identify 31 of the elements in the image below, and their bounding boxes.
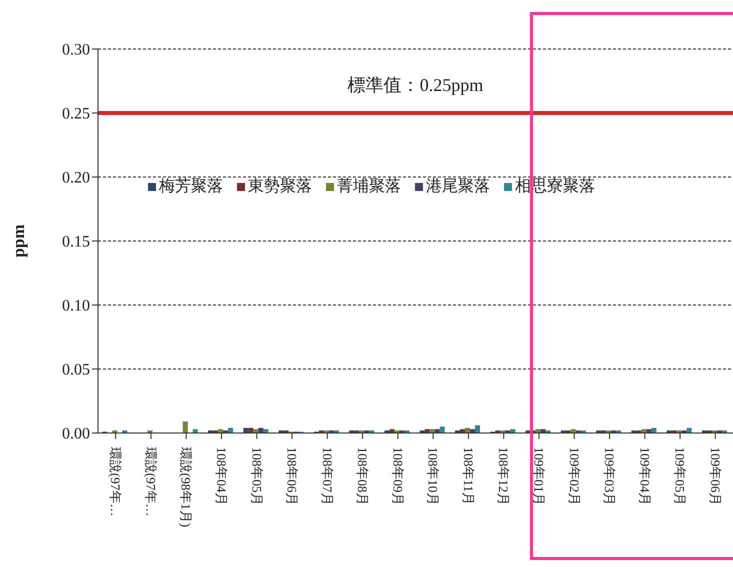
x-tick-label: 108年10月 <box>426 447 441 506</box>
x-tick-label: 108年04月 <box>214 447 229 506</box>
y-axis-title: ppm <box>9 224 28 258</box>
x-tick-label: 109年02月 <box>566 447 582 506</box>
y-tick-label: 0.20 <box>62 170 90 187</box>
y-tick-label: 0.30 <box>62 42 90 59</box>
x-tick-label: 109年04月 <box>637 447 652 506</box>
x-tick-label: 109年01月 <box>531 447 546 506</box>
y-tick-label: 0.10 <box>62 298 90 315</box>
x-tick-label: 環說(97年… <box>143 447 158 516</box>
ref-line-label: 標準值：0.25ppm <box>348 75 484 95</box>
x-tick-label: 108年11月 <box>460 447 476 506</box>
legend-label: 梅芳聚落 <box>158 176 223 197</box>
x-tick-label: 109年05月 <box>672 447 688 506</box>
x-tick-label: 108年09月 <box>390 447 406 506</box>
x-tick-label: 環說(97年… <box>108 447 124 516</box>
x-tick-label: 108年07月 <box>320 447 335 506</box>
x-tick-label: 108年08月 <box>355 447 370 506</box>
x-tick-label: 108年06月 <box>284 447 300 506</box>
x-tick-label: 108年05月 <box>249 447 264 506</box>
legend-label: 東勢聚落 <box>247 176 312 197</box>
legend-label: 港尾聚落 <box>425 176 490 197</box>
y-tick-label: 0.15 <box>62 234 90 251</box>
y-tick-label: 0.00 <box>62 426 90 443</box>
y-tick-label: 0.05 <box>62 362 90 379</box>
legend-label: 菁埔聚落 <box>336 176 401 197</box>
x-tick-label: 109年03月 <box>602 447 618 506</box>
x-tick-label: 108年12月 <box>496 447 512 506</box>
x-tick-label: 109年06月 <box>708 447 723 506</box>
x-tick-label: 環說(98年1月) <box>178 447 194 528</box>
y-tick-label: 0.25 <box>62 106 90 123</box>
